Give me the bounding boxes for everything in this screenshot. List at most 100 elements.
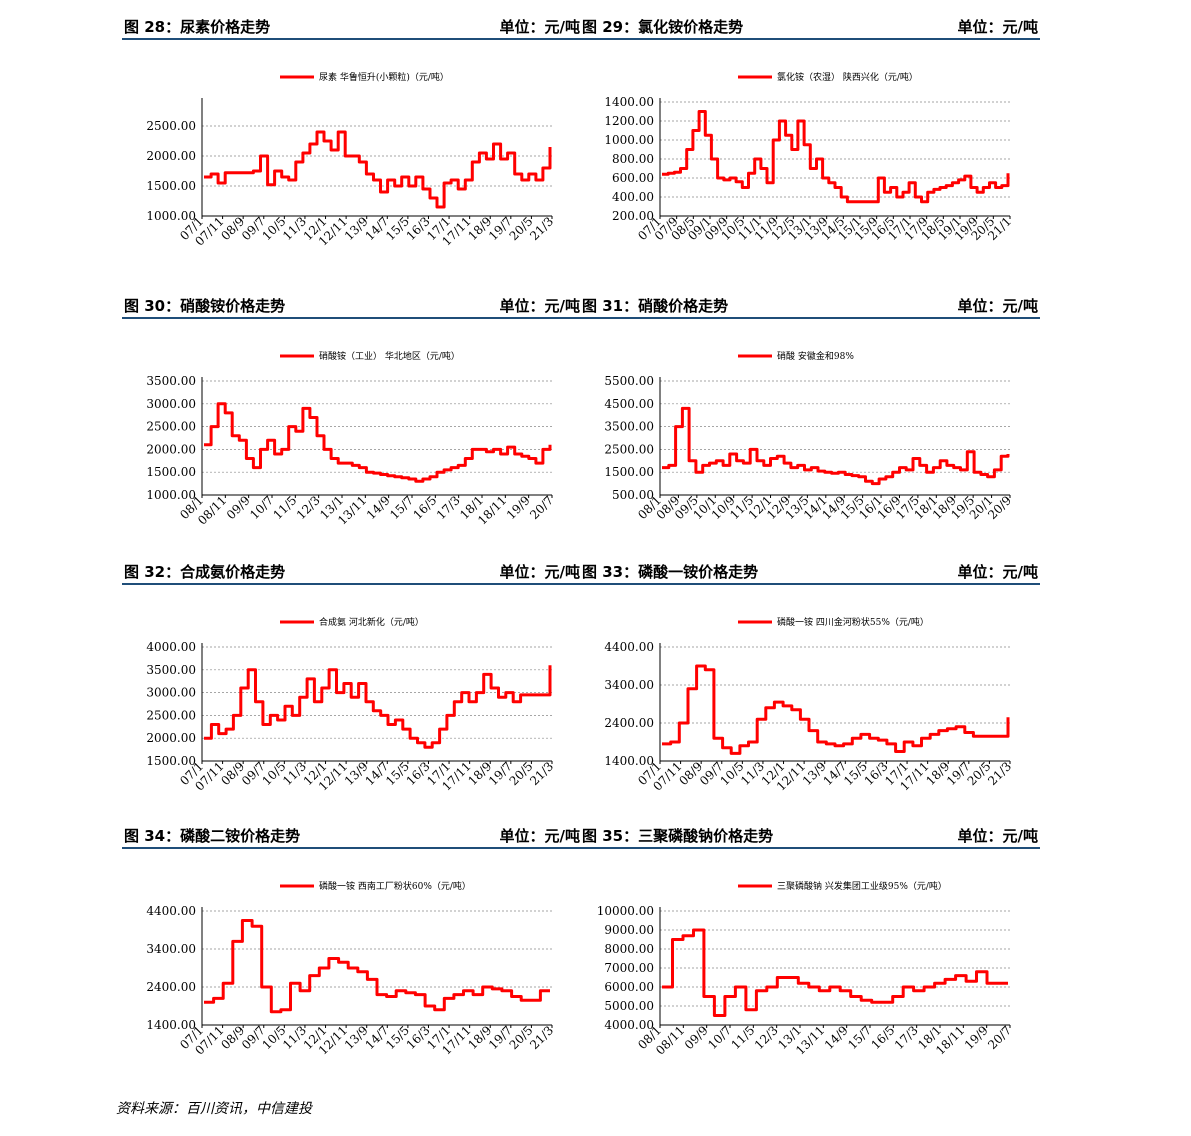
panel-title: 图 33：磷酸一铵价格走势 (582, 563, 759, 581)
panel-title: 图 28：尿素价格走势 (124, 18, 271, 36)
y-tick-label: 1500.00 (146, 465, 196, 479)
y-tick-label: 4400.00 (604, 640, 654, 654)
source-note: 资料来源：百川资讯，中信建投 (116, 1101, 312, 1117)
y-tick-label: 3000.00 (146, 686, 196, 700)
legend: 磷酸一铵 西南工厂粉状60%（元/吨） (280, 880, 471, 892)
y-tick-label: 1000.00 (146, 209, 196, 223)
line-chart: 硝酸铵（工业） 华北地区（元/吨） 1000.00 1500.00 2000.00 25… (146, 350, 556, 528)
y-tick-label: 2400.00 (146, 980, 196, 994)
y-tick-label: 2500.00 (146, 420, 196, 434)
y-tick-label: 5000.00 (604, 999, 654, 1013)
panel-title: 图 31：硝酸价格走势 (582, 297, 729, 315)
series-line (662, 928, 1008, 1017)
y-tick-label: 2500.00 (146, 708, 196, 722)
legend: 合成氨 河北新化（元/吨） (280, 616, 424, 628)
y-tick-label: 1500.00 (146, 179, 196, 193)
series-line (204, 919, 550, 1014)
legend: 尿素 华鲁恒升(小颗粒)（元/吨） (280, 71, 449, 83)
y-tick-label: 7000.00 (604, 961, 654, 975)
y-tick-label: 10000.00 (597, 904, 654, 918)
chart-panel-ammonium-chloride: 图 29：氯化铵价格走势 单位：元/吨 氯化铵（农湿） 陕西兴化（元/吨） 200… (580, 14, 1040, 276)
y-tick-label: 9000.00 (604, 923, 654, 937)
panel-title: 图 32：合成氨价格走势 (124, 563, 286, 581)
y-tick-label: 1500.00 (146, 754, 196, 768)
y-tick-label: 2500.00 (604, 442, 654, 456)
panel-title: 图 34：磷酸二铵价格走势 (124, 827, 301, 845)
panel-unit: 单位：元/吨 (957, 297, 1038, 315)
line-chart: 磷酸一铵 西南工厂粉状60%（元/吨） 1400.00 2400.00 3400.00… (146, 880, 556, 1058)
y-tick-label: 2400.00 (604, 716, 654, 730)
y-tick-label: 600.00 (612, 171, 654, 185)
chart-panel-dap: 图 34：磷酸二铵价格走势 单位：元/吨 磷酸一铵 西南工厂粉状60%（元/吨）… (122, 823, 582, 1085)
chart-panel-stpp: 图 35：三聚磷酸钠价格走势 单位：元/吨 三聚磷酸钠 兴发集团工业级95%（元… (580, 823, 1040, 1085)
y-tick-label: 400.00 (612, 190, 654, 204)
y-tick-label: 1000.00 (604, 133, 654, 147)
y-tick-label: 800.00 (612, 152, 654, 166)
panel-unit: 单位：元/吨 (499, 18, 580, 36)
legend-label: 氯化铵（农湿） 陕西兴化（元/吨） (777, 71, 918, 83)
y-tick-label: 5500.00 (604, 374, 654, 388)
panel-header: 图 32：合成氨价格走势 单位：元/吨 (122, 559, 582, 585)
legend-label: 磷酸一铵 西南工厂粉状60%（元/吨） (319, 880, 471, 892)
y-tick-label: 3400.00 (146, 942, 196, 956)
panel-header: 图 30：硝酸铵价格走势 单位：元/吨 (122, 293, 582, 319)
panel-unit: 单位：元/吨 (499, 827, 580, 845)
y-tick-label: 2000.00 (146, 149, 196, 163)
chart-panel-nitric-acid: 图 31：硝酸价格走势 单位：元/吨 硝酸 安徽金和98% 500.00 1500.… (580, 293, 1040, 555)
y-tick-label: 200.00 (612, 209, 654, 223)
legend-label: 硝酸铵（工业） 华北地区（元/吨） (319, 350, 460, 362)
chart-panel-urea: 图 28：尿素价格走势 单位：元/吨 尿素 华鲁恒升(小颗粒)（元/吨） 1000… (122, 14, 582, 276)
y-tick-label: 1500.00 (604, 465, 654, 479)
series-line (662, 110, 1010, 204)
line-chart: 磷酸一铵 四川金河粉状55%（元/吨） 1400.00 2400.00 3400.00… (604, 616, 1014, 794)
chart-panel-map: 图 33：磷酸一铵价格走势 单位：元/吨 磷酸一铵 四川金河粉状55%（元/吨）… (580, 559, 1040, 821)
y-tick-label: 3400.00 (604, 678, 654, 692)
y-tick-label: 2500.00 (146, 119, 196, 133)
panel-header: 图 29：氯化铵价格走势 单位：元/吨 (580, 14, 1040, 40)
series-line (204, 402, 552, 483)
line-chart: 硝酸 安徽金和98% 500.00 1500.00 2500.00 3500.00 450… (604, 350, 1014, 522)
y-tick-label: 1400.00 (604, 754, 654, 768)
series-line (204, 665, 552, 749)
panel-header: 图 34：磷酸二铵价格走势 单位：元/吨 (122, 823, 582, 849)
legend: 氯化铵（农湿） 陕西兴化（元/吨） (738, 71, 918, 83)
line-chart: 氯化铵（农湿） 陕西兴化（元/吨） 200.00 400.00 600.00 800.0… (604, 71, 1014, 243)
y-tick-label: 4000.00 (604, 1018, 654, 1032)
legend: 三聚磷酸钠 兴发集团工业级95%（元/吨） (738, 880, 947, 892)
legend-label: 三聚磷酸钠 兴发集团工业级95%（元/吨） (777, 880, 947, 892)
legend-label: 尿素 华鲁恒升(小颗粒)（元/吨） (319, 71, 449, 83)
y-tick-label: 3500.00 (146, 374, 196, 388)
y-tick-label: 3500.00 (604, 420, 654, 434)
y-tick-label: 4400.00 (146, 904, 196, 918)
legend-label: 硝酸 安徽金和98% (777, 350, 854, 362)
legend: 磷酸一铵 四川金河粉状55%（元/吨） (738, 616, 929, 628)
panel-title: 图 35：三聚磷酸钠价格走势 (582, 827, 774, 845)
panel-header: 图 31：硝酸价格走势 单位：元/吨 (580, 293, 1040, 319)
panel-header: 图 35：三聚磷酸钠价格走势 单位：元/吨 (580, 823, 1040, 849)
panel-header: 图 28：尿素价格走势 单位：元/吨 (122, 14, 582, 40)
y-tick-label: 2000.00 (146, 731, 196, 745)
y-tick-label: 1200.00 (604, 114, 654, 128)
y-tick-label: 1400.00 (604, 95, 654, 109)
panel-unit: 单位：元/吨 (957, 563, 1038, 581)
panel-unit: 单位：元/吨 (499, 563, 580, 581)
legend-label: 磷酸一铵 四川金河粉状55%（元/吨） (777, 616, 929, 628)
series-line (204, 130, 552, 209)
y-tick-label: 2000.00 (146, 442, 196, 456)
y-tick-label: 3500.00 (146, 663, 196, 677)
y-tick-label: 4000.00 (146, 640, 196, 654)
series-line (662, 664, 1010, 755)
legend: 硝酸铵（工业） 华北地区（元/吨） (280, 350, 460, 362)
line-chart: 尿素 华鲁恒升(小颗粒)（元/吨） 1000.00 1500.00 2000.00 25… (146, 71, 556, 249)
y-tick-label: 4500.00 (604, 397, 654, 411)
y-tick-label: 3000.00 (146, 397, 196, 411)
panel-header: 图 33：磷酸一铵价格走势 单位：元/吨 (580, 559, 1040, 585)
series-line (662, 406, 1010, 486)
panel-unit: 单位：元/吨 (499, 297, 580, 315)
line-chart: 三聚磷酸钠 兴发集团工业级95%（元/吨） 4000.00 5000.00 6000.… (597, 880, 1014, 1058)
y-tick-label: 1000.00 (146, 488, 196, 502)
legend-label: 合成氨 河北新化（元/吨） (319, 616, 424, 628)
panel-unit: 单位：元/吨 (957, 18, 1038, 36)
chart-panel-ammonium-nitrate: 图 30：硝酸铵价格走势 单位：元/吨 硝酸铵（工业） 华北地区（元/吨） 100… (122, 293, 582, 555)
y-tick-label: 1400.00 (146, 1018, 196, 1032)
